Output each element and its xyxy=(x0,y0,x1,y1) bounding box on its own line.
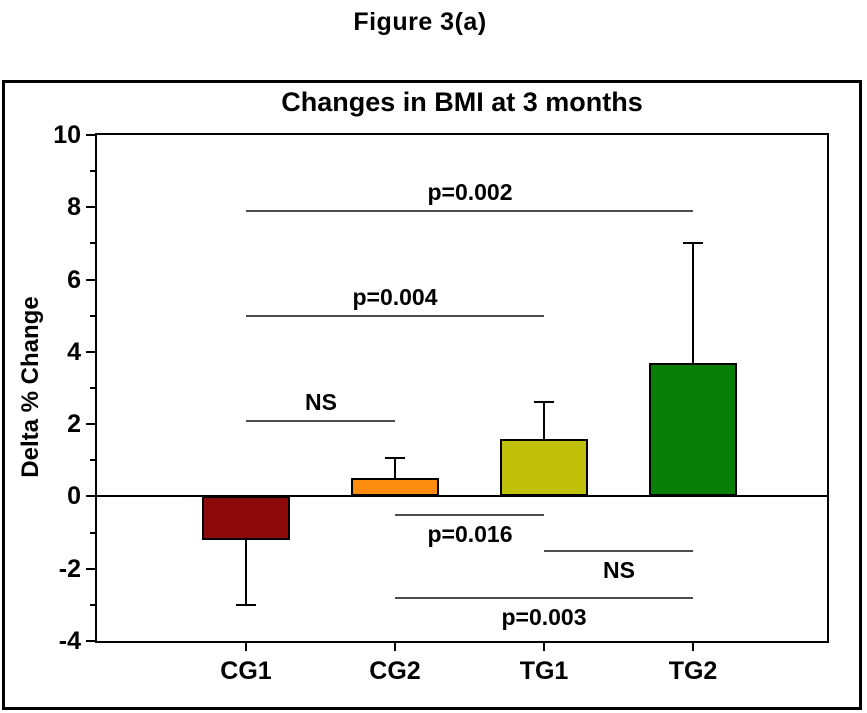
error-bar-cap xyxy=(236,604,256,606)
y-tick-label: 6 xyxy=(67,266,81,294)
y-major-tick xyxy=(86,279,95,281)
chart-title: Changes in BMI at 3 months xyxy=(281,87,643,117)
x-tick xyxy=(245,643,247,651)
y-major-tick xyxy=(86,351,95,353)
y-minor-tick xyxy=(90,532,95,534)
y-minor-tick xyxy=(90,459,95,461)
error-bar-stem xyxy=(692,243,694,363)
y-tick-label: 8 xyxy=(67,193,81,221)
x-tick-label: TG2 xyxy=(668,657,718,685)
y-tick-label: 10 xyxy=(53,121,81,149)
y-minor-tick xyxy=(90,387,95,389)
significance-label: p=0.004 xyxy=(352,284,438,310)
y-major-tick xyxy=(86,495,95,497)
significance-line xyxy=(246,210,693,212)
significance-label: p=0.016 xyxy=(427,521,513,547)
y-tick-label: 0 xyxy=(67,482,81,510)
significance-line xyxy=(544,550,693,552)
significance-line xyxy=(395,514,544,516)
error-bar-cap xyxy=(683,242,703,244)
y-tick-label: 4 xyxy=(67,338,81,366)
significance-label: NS xyxy=(603,557,635,583)
y-major-tick xyxy=(86,206,95,208)
significance-label: p=0.002 xyxy=(427,179,513,205)
significance-label: NS xyxy=(305,389,337,415)
y-major-tick xyxy=(86,640,95,642)
chart-frame: Changes in BMI at 3 months Delta % Chang… xyxy=(2,80,862,710)
y-major-tick xyxy=(86,134,95,136)
zero-line xyxy=(97,495,827,497)
x-tick-label: TG1 xyxy=(519,657,569,685)
error-bar-cap xyxy=(385,457,405,459)
y-major-tick xyxy=(86,568,95,570)
y-minor-tick xyxy=(90,170,95,172)
significance-line xyxy=(395,597,693,599)
bar-tg2 xyxy=(649,363,737,496)
significance-line xyxy=(246,315,544,317)
error-bar-stem xyxy=(245,540,247,605)
x-tick xyxy=(543,643,545,651)
y-minor-tick xyxy=(90,315,95,317)
bar-cg2 xyxy=(351,478,439,496)
significance-label: p=0.003 xyxy=(501,604,587,630)
y-tick-label: 2 xyxy=(67,410,81,438)
y-tick-label: -2 xyxy=(58,555,81,583)
y-tick-label: -4 xyxy=(58,627,81,655)
y-minor-tick xyxy=(90,242,95,244)
y-major-tick xyxy=(86,423,95,425)
error-bar-stem xyxy=(394,458,396,478)
bar-tg1 xyxy=(500,439,588,496)
figure-title: Figure 3(a) xyxy=(353,8,487,36)
x-tick xyxy=(692,643,694,651)
x-tick-label: CG2 xyxy=(369,657,421,685)
error-bar-stem xyxy=(543,402,545,439)
x-tick-label: CG1 xyxy=(220,657,272,685)
plot-area: p=0.002 p=0.004 NS p=0.016 NS p=0.003 xyxy=(95,133,829,643)
x-tick xyxy=(394,643,396,651)
bar-cg1 xyxy=(202,496,290,540)
error-bar-cap xyxy=(534,401,554,403)
y-minor-tick xyxy=(90,604,95,606)
significance-line xyxy=(246,420,395,422)
